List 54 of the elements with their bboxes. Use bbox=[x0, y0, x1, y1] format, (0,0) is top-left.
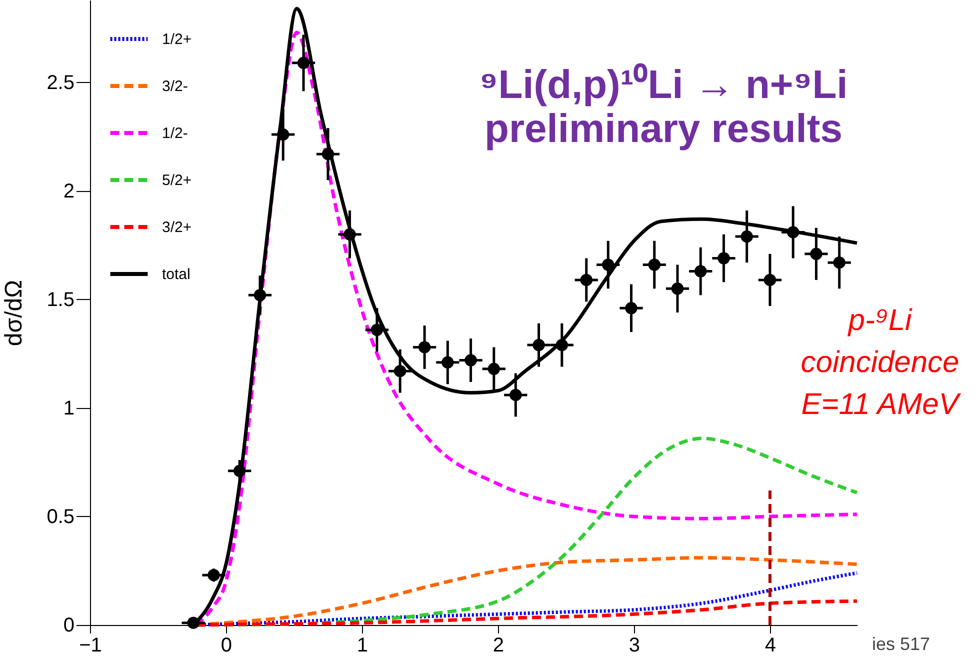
legend-label: total bbox=[162, 266, 190, 283]
x-tick-label: 4 bbox=[764, 634, 776, 656]
legend-label: 1/2- bbox=[162, 125, 188, 142]
legend-label: 1/2+ bbox=[162, 31, 192, 48]
point bbox=[764, 274, 776, 286]
point bbox=[532, 338, 545, 352]
annotation: E=11 AMeV bbox=[801, 388, 962, 421]
point bbox=[297, 56, 310, 70]
point bbox=[233, 464, 246, 478]
point bbox=[556, 338, 568, 352]
y-tick-label: 1 bbox=[63, 397, 74, 420]
x-tick-label: −1 bbox=[79, 634, 102, 656]
point bbox=[648, 258, 660, 271]
point bbox=[740, 230, 753, 243]
point bbox=[322, 148, 334, 160]
text: ies 517 bbox=[872, 634, 930, 654]
x-tick-label: 1 bbox=[356, 634, 368, 656]
point bbox=[187, 616, 200, 629]
point bbox=[394, 364, 406, 378]
y-tick-label: 0 bbox=[63, 614, 74, 636]
annotation: coincidence bbox=[800, 346, 960, 379]
point bbox=[442, 356, 454, 369]
point bbox=[344, 228, 356, 240]
text: ⁹Li(d,p)¹⁰Li → n+⁹Li bbox=[479, 63, 848, 107]
point bbox=[625, 302, 638, 314]
x-tick-label: 0 bbox=[220, 634, 232, 656]
point bbox=[418, 341, 431, 354]
point bbox=[464, 354, 477, 366]
annotation: p-⁹Li bbox=[847, 304, 914, 337]
y-tick-label: 2.5 bbox=[46, 72, 74, 94]
point bbox=[786, 226, 800, 238]
x-tick-label: 2 bbox=[492, 634, 504, 656]
point bbox=[276, 128, 290, 141]
point bbox=[833, 256, 846, 269]
y-tick-label: 2 bbox=[63, 180, 74, 202]
legend-label: 3/2+ bbox=[162, 219, 192, 236]
point bbox=[694, 265, 707, 278]
x-tick-label: 3 bbox=[628, 634, 640, 656]
point bbox=[671, 282, 684, 295]
legend-label: 5/2+ bbox=[162, 172, 192, 189]
point bbox=[810, 248, 822, 260]
point bbox=[718, 252, 730, 264]
point bbox=[208, 568, 220, 582]
point bbox=[370, 324, 384, 336]
y-tick-label: 0.5 bbox=[46, 506, 74, 528]
point bbox=[510, 388, 522, 402]
point bbox=[580, 274, 592, 286]
point bbox=[488, 362, 500, 376]
text: preliminary results bbox=[484, 107, 842, 151]
y-axis-title: dσ/dΩ bbox=[0, 280, 28, 346]
point bbox=[254, 289, 266, 302]
point bbox=[602, 258, 614, 271]
legend-label: 3/2- bbox=[162, 78, 188, 95]
y-tick-label: 1.5 bbox=[46, 288, 74, 311]
